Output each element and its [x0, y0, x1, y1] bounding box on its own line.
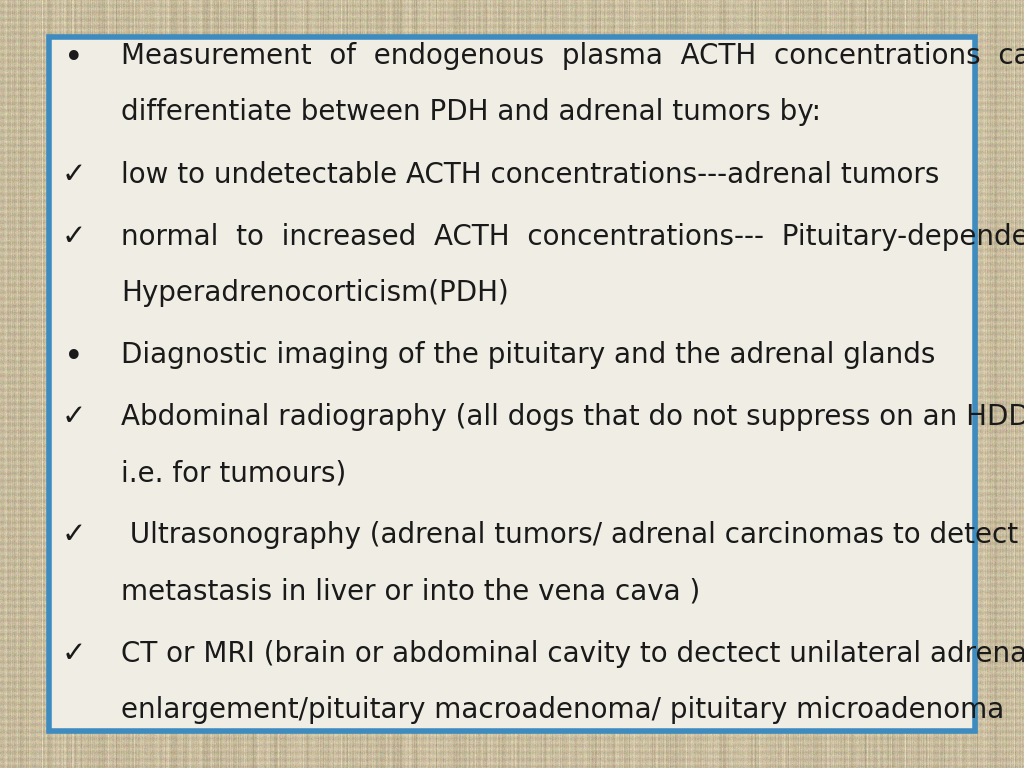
Text: i.e. for tumours): i.e. for tumours)	[121, 459, 346, 487]
Text: Hyperadrenocorticism(PDH): Hyperadrenocorticism(PDH)	[121, 279, 509, 306]
FancyBboxPatch shape	[49, 37, 975, 731]
Text: ✓: ✓	[61, 403, 86, 431]
Text: •: •	[63, 341, 84, 374]
Text: Ultrasonography (adrenal tumors/ adrenal carcinomas to detect: Ultrasonography (adrenal tumors/ adrenal…	[121, 521, 1018, 549]
Text: Measurement  of  endogenous  plasma  ACTH  concentrations  can: Measurement of endogenous plasma ACTH co…	[121, 42, 1024, 70]
Text: •: •	[63, 42, 84, 75]
Text: ✓: ✓	[61, 640, 86, 667]
Text: ✓: ✓	[61, 521, 86, 549]
Text: normal  to  increased  ACTH  concentrations---  Pituitary-dependent: normal to increased ACTH concentrations-…	[121, 223, 1024, 250]
Text: low to undetectable ACTH concentrations---adrenal tumors: low to undetectable ACTH concentrations-…	[121, 161, 939, 188]
Text: differentiate between PDH and adrenal tumors by:: differentiate between PDH and adrenal tu…	[121, 98, 821, 126]
Text: Abdominal radiography (all dogs that do not suppress on an HDDS: Abdominal radiography (all dogs that do …	[121, 403, 1024, 431]
Text: metastasis in liver or into the vena cava ): metastasis in liver or into the vena cav…	[121, 578, 700, 605]
Text: ✓: ✓	[61, 223, 86, 250]
Text: CT or MRI (brain or abdominal cavity to dectect unilateral adrenal: CT or MRI (brain or abdominal cavity to …	[121, 640, 1024, 667]
Text: enlargement/pituitary macroadenoma/ pituitary microadenoma: enlargement/pituitary macroadenoma/ pitu…	[121, 696, 1005, 723]
Text: ✓: ✓	[61, 161, 86, 188]
Text: Diagnostic imaging of the pituitary and the adrenal glands: Diagnostic imaging of the pituitary and …	[121, 341, 935, 369]
